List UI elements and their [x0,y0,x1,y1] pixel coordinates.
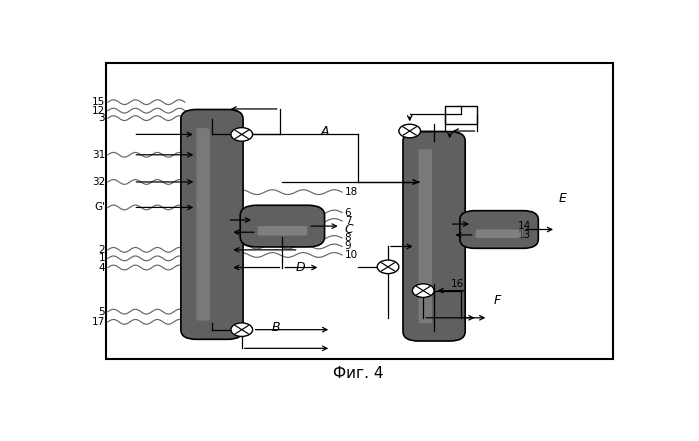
Text: Фиг. 4: Фиг. 4 [333,366,384,381]
Text: D: D [296,261,305,274]
Text: B: B [271,321,280,334]
Text: C: C [345,223,354,236]
Text: 3: 3 [99,113,106,123]
Text: 31: 31 [92,150,106,160]
Text: 10: 10 [345,250,358,260]
Circle shape [399,124,421,138]
Text: 32: 32 [92,177,106,187]
Circle shape [231,323,252,336]
Bar [106,63,613,359]
FancyBboxPatch shape [460,211,538,248]
Circle shape [231,127,252,141]
FancyBboxPatch shape [257,226,308,235]
Text: 1: 1 [99,254,106,263]
Text: 6: 6 [345,208,352,217]
FancyBboxPatch shape [403,131,466,341]
Circle shape [377,260,399,273]
FancyBboxPatch shape [419,149,432,323]
Bar [445,105,477,124]
Text: 18: 18 [345,187,358,197]
Text: 16: 16 [450,279,463,289]
Text: F: F [493,294,501,307]
Text: 14: 14 [518,221,531,231]
Text: 4: 4 [99,262,106,273]
Text: 13: 13 [518,230,531,239]
Text: 12: 12 [92,106,106,116]
Text: 9: 9 [345,242,352,251]
Text: 5: 5 [99,306,106,317]
FancyBboxPatch shape [240,205,324,247]
Text: 15: 15 [92,97,106,107]
FancyBboxPatch shape [196,128,210,321]
Text: E: E [559,192,567,206]
Text: 2: 2 [99,245,106,255]
FancyBboxPatch shape [475,229,523,238]
Text: 17: 17 [92,317,106,327]
Text: 8: 8 [345,233,352,243]
FancyBboxPatch shape [181,109,243,339]
Circle shape [412,284,434,297]
Text: A: A [320,124,329,138]
Text: G': G' [94,202,106,213]
Text: 7: 7 [345,216,352,226]
